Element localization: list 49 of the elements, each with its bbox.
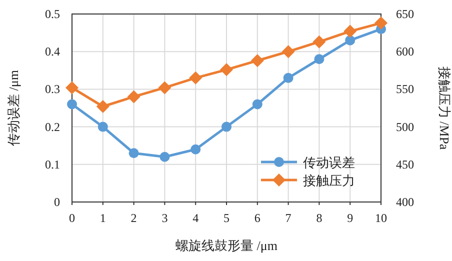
point bbox=[160, 152, 170, 162]
point bbox=[344, 24, 357, 38]
point bbox=[250, 54, 264, 68]
point bbox=[96, 100, 110, 113]
point bbox=[158, 81, 172, 94]
y2-axis-title: 接触压力 /MPa bbox=[437, 66, 452, 150]
y-tick-label: 0.1 bbox=[45, 157, 60, 172]
point bbox=[128, 148, 139, 158]
y2-tick-label: 400 bbox=[396, 195, 414, 209]
x-tick-label: 2 bbox=[130, 211, 137, 225]
y-tick-label: 0.4 bbox=[45, 44, 60, 59]
y-tick-label: 0.2 bbox=[45, 120, 60, 134]
y-tick-label: 0.5 bbox=[45, 7, 60, 21]
y2-tick-label: 550 bbox=[396, 82, 414, 96]
x-tick-label: 10 bbox=[375, 211, 387, 225]
y2-tick-label: 500 bbox=[396, 120, 414, 134]
x-tick-label: 6 bbox=[254, 211, 260, 225]
point bbox=[345, 35, 356, 46]
y-tick-label: 0 bbox=[54, 195, 60, 209]
point bbox=[312, 35, 326, 48]
y2-tick-label: 650 bbox=[396, 7, 414, 21]
x-tick-label: 1 bbox=[100, 211, 106, 225]
point bbox=[67, 99, 77, 110]
x-axis-title: 螺旋线鼓形量 /μm bbox=[176, 238, 278, 253]
legend-label: 接触压力 bbox=[303, 173, 355, 188]
x-tick-label: 3 bbox=[162, 211, 168, 225]
point bbox=[189, 71, 202, 84]
y-tick-label: 0.3 bbox=[45, 82, 60, 96]
x-tick-label: 8 bbox=[316, 211, 322, 225]
point bbox=[98, 122, 108, 132]
x-tick-label: 4 bbox=[192, 211, 199, 225]
point bbox=[283, 72, 294, 83]
point bbox=[252, 99, 262, 110]
x-tick-label: 5 bbox=[224, 211, 230, 225]
point bbox=[374, 16, 388, 30]
point bbox=[190, 144, 201, 154]
point bbox=[66, 81, 78, 94]
x-tick-label: 7 bbox=[285, 211, 292, 225]
point bbox=[220, 63, 233, 76]
point bbox=[222, 122, 232, 132]
x-tick-label: 9 bbox=[347, 211, 354, 225]
point bbox=[282, 45, 295, 58]
point bbox=[314, 54, 324, 64]
y2-tick-label: 450 bbox=[396, 157, 414, 172]
point bbox=[127, 90, 140, 104]
y-axis-title: 传动误差 /μm bbox=[6, 70, 21, 146]
legend-label: 传动误差 bbox=[303, 155, 355, 170]
y2-tick-label: 600 bbox=[396, 44, 414, 59]
x-tick-label: 0 bbox=[69, 211, 75, 225]
